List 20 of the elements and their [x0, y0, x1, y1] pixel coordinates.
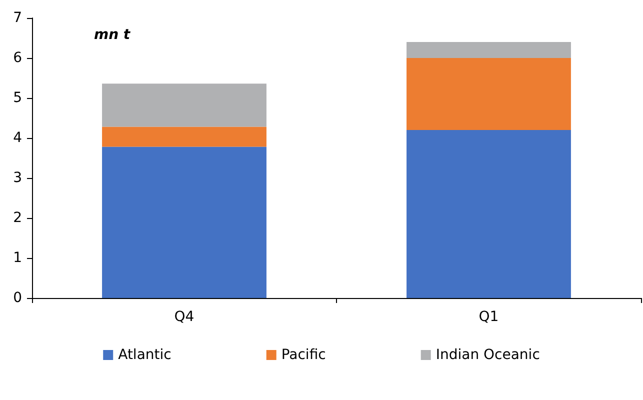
y-tick-label: 7	[13, 10, 22, 26]
y-tick-label: 5	[13, 90, 22, 106]
legend-label: Indian Oceanic	[436, 347, 540, 363]
y-tick-label: 4	[13, 130, 22, 146]
bar	[406, 130, 571, 298]
bar	[102, 126, 266, 147]
bar	[102, 84, 266, 127]
y-axis-title: mn t	[94, 27, 132, 43]
y-tick-label: 1	[13, 250, 22, 266]
legend-label: Atlantic	[118, 347, 172, 363]
x-tick-label: Q1	[478, 309, 499, 325]
bar	[406, 58, 571, 130]
y-tick-label: 0	[13, 290, 22, 306]
y-tick-label: 6	[13, 50, 22, 66]
bar	[102, 146, 266, 298]
bar	[406, 42, 571, 58]
legend-label: Pacific	[281, 347, 326, 363]
x-tick-label: Q4	[174, 309, 194, 325]
y-tick-label: 3	[13, 170, 22, 186]
y-tick-label: 2	[13, 210, 22, 226]
